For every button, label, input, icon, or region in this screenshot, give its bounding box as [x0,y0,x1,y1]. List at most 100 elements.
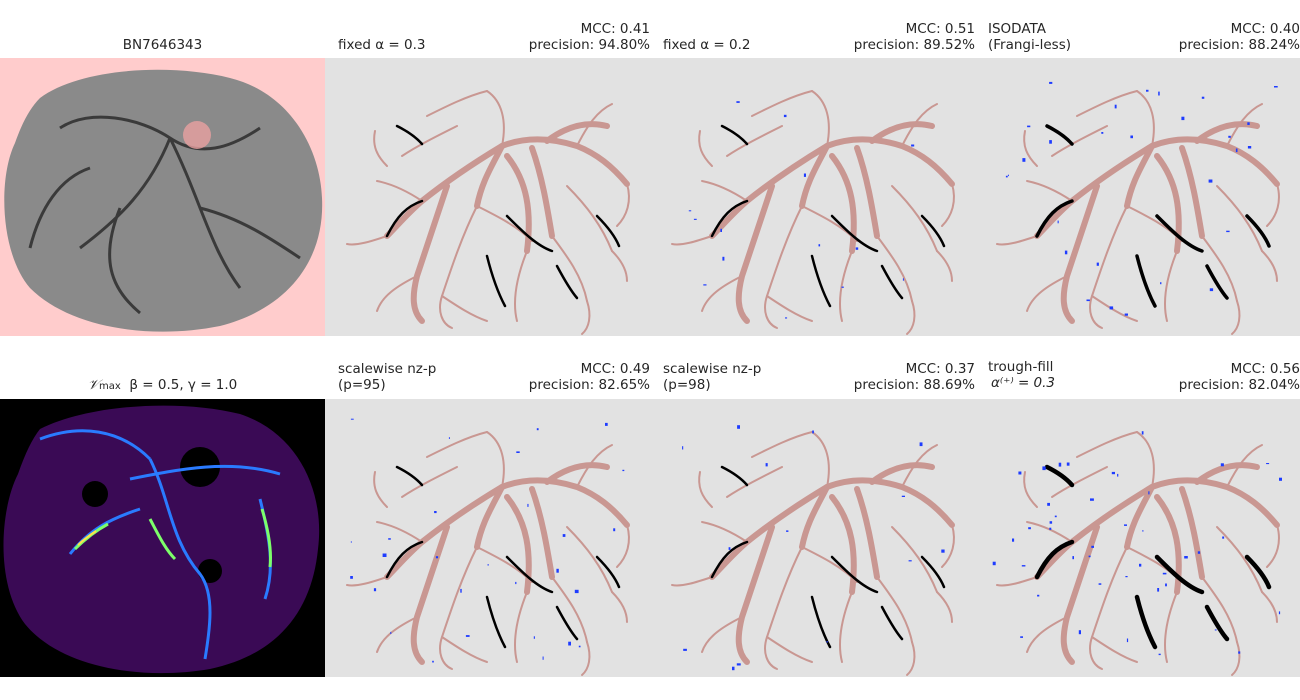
false-positive-speck [1007,174,1009,177]
false-positive-speck [1184,556,1188,559]
false-positive-speck [1201,96,1205,99]
false-positive-speck [693,218,697,220]
title-params: β = 0.5, γ = 1.0 [120,377,238,393]
vessel-branch [1226,444,1263,488]
vessel-branch [811,431,830,488]
false-negative-segment [1044,464,1075,488]
false-negative-segment [920,214,946,248]
vessel-branch [576,444,613,488]
vessel-branch [426,90,488,117]
false-positive-speck [1090,498,1094,501]
vessel-branch [426,431,488,458]
false-positive-speck [722,256,725,261]
false-negative-segment [555,264,579,300]
false-positive-speck [1078,630,1081,635]
false-positive-speck [1027,125,1031,128]
vessel-branch [441,295,488,322]
vessel-branch [1201,576,1238,643]
false-positive-speck [901,495,905,497]
segmentation-result [975,58,1300,336]
vessel-branch [766,295,813,322]
vessel-branch [1026,616,1068,653]
vessel-branch [839,591,853,663]
false-positive-speck [783,114,787,118]
vessel-trunk [869,462,935,485]
false-positive-speck [568,641,571,646]
false-positive-speck [1228,135,1231,138]
false-positive-speck [992,561,996,566]
vessel-trunk [544,121,610,144]
segmentation-result [975,399,1300,677]
false-positive-speck [578,645,581,648]
false-positive-speck [556,568,559,573]
vessel-branch [566,526,613,593]
false-positive-speck [841,286,844,288]
false-negative-segment [830,214,879,253]
vessel-branch [906,300,916,335]
false-negative-segment [1204,604,1230,642]
false-positive-speck [1101,132,1104,134]
vessel-branch [701,180,748,202]
false-positive-speck [1072,556,1074,560]
false-positive-speck [434,511,437,514]
false-positive-speck [765,463,768,467]
false-positive-speck [1214,629,1217,631]
placenta-tissue [4,69,323,332]
vessel-branch [1091,636,1138,663]
vessel-branch [1126,205,1183,242]
vessel-branch [1023,471,1038,508]
vessel-branch [1216,526,1263,593]
vessel-branch [1051,466,1108,498]
false-positive-speck [533,636,535,639]
false-positive-speck [728,547,731,550]
false-positive-speck [1096,262,1099,266]
panel-fixed-alpha-03: fixed α = 0.3 MCC: 0.41 precision: 94.80… [325,0,650,336]
false-positive-speck [516,451,520,453]
vessel-trunk [529,145,555,239]
false-positive-speck [703,284,707,286]
false-positive-speck [622,469,625,472]
false-negative-segment [505,214,554,253]
vessel-trunk [1194,121,1260,144]
method-label-line1: scalewise nz-p [338,361,437,377]
false-negative-segment [720,124,749,146]
false-positive-speck [732,666,735,671]
false-positive-speck [1049,81,1053,84]
false-positive-speck [432,660,434,663]
false-positive-speck [737,425,740,429]
false-positive-speck [1111,471,1115,475]
vessel-branch [346,576,388,587]
false-positive-speck [1141,431,1144,435]
false-positive-speck [1049,527,1052,530]
vessel-trunk [1194,462,1260,485]
false-positive-speck [390,631,392,634]
false-positive-speck [527,503,529,507]
false-negative-segment [1155,214,1204,253]
false-positive-speck [465,635,470,637]
false-positive-speck [1162,572,1167,575]
method-label-line1: trough-fill [988,359,1054,375]
vessel-trunk [854,486,880,580]
false-positive-speck [1130,135,1133,139]
method-label-line1: ISODATA [988,21,1046,37]
false-positive-speck [1197,551,1201,554]
false-positive-speck [1181,116,1185,121]
panel-vesselness-map: 𝒱max β = 0.5, γ = 1.0 [0,342,325,678]
vessel-branch [901,103,938,147]
vessel-trunk [869,121,935,144]
vessel-branch [901,444,938,488]
vessel-trunk [529,486,555,580]
false-positive-speck [1226,230,1230,233]
title-subscript: max [98,381,121,392]
false-positive-speck [350,541,352,543]
false-positive-speck [1005,175,1008,178]
vessel-branch [876,235,913,302]
false-positive-speck [542,656,544,660]
vessel-branch [996,576,1038,587]
false-negative-segment [720,465,749,487]
false-positive-speck [605,422,608,426]
vessel-branch [811,90,830,147]
vessel-trunk [504,494,532,595]
method-label-line1: scalewise nz-p [663,361,762,377]
vessel-trunk [504,153,532,254]
